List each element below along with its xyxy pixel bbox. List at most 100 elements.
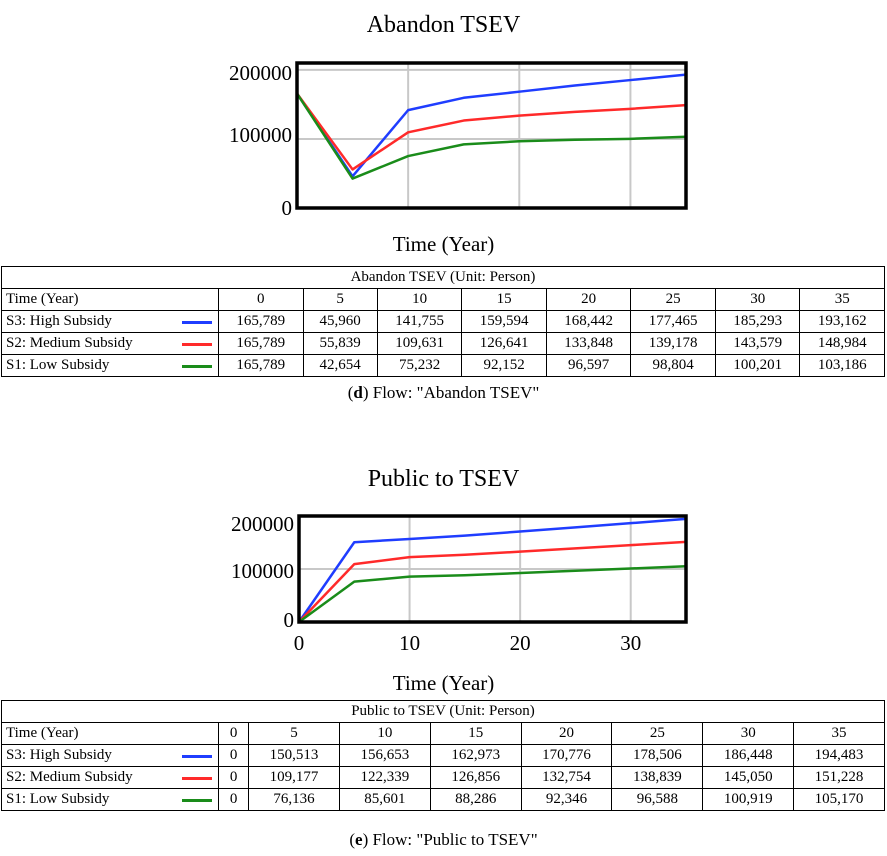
- plot-frame: [297, 514, 688, 624]
- header-time: 15: [429, 722, 522, 745]
- table-public-to-tsev: Public to TSEV (Unit: Person) Time (Year)…: [1, 700, 885, 811]
- table-cell: 126,641: [461, 332, 547, 355]
- table-cell: 88,286: [429, 788, 522, 811]
- table-cell: 194,483: [793, 744, 885, 767]
- series-line-1: [297, 517, 687, 623]
- chart-abandon-tsev: 200000 100000 0: [229, 61, 688, 220]
- y-tick-label: 0: [284, 608, 295, 632]
- table-cell: 170,776: [520, 744, 613, 767]
- plot-frame: [295, 61, 688, 210]
- header-time: 10: [376, 288, 463, 311]
- table-cell: 150,513: [248, 744, 340, 767]
- header-time: 25: [611, 722, 704, 745]
- table-row: S1: Low Subsidy 165,789 42,654 75,232 92,152…: [1, 354, 885, 377]
- table-cell: 126,856: [429, 766, 522, 789]
- table-cell: 0: [217, 788, 250, 811]
- table-cell: 96,588: [611, 788, 704, 811]
- legend-swatch: [182, 755, 212, 758]
- y-tick-label: 100000: [229, 123, 292, 147]
- table-cell: 96,597: [545, 354, 632, 377]
- legend-swatch: [182, 365, 212, 368]
- header-label: Time (Year): [1, 722, 219, 745]
- row-label: S2: Medium Subsidy: [1, 766, 219, 789]
- series-line-2: [295, 92, 687, 171]
- table-cell: 100,919: [702, 788, 795, 811]
- caption-e: (e) Flow: "Public to TSEV": [349, 830, 538, 849]
- series-line-3: [298, 565, 687, 624]
- caption-text: ) Flow: "Abandon TSEV": [362, 383, 540, 402]
- table-cell: 0: [217, 744, 250, 767]
- table-cell: 148,984: [799, 332, 885, 355]
- series-line-2: [298, 540, 687, 623]
- row-label: S1: Low Subsidy: [1, 354, 219, 377]
- row-label: S1: Low Subsidy: [1, 788, 219, 811]
- table-title: Public to TSEV (Unit: Person): [1, 700, 885, 723]
- caption-letter: d: [353, 383, 363, 402]
- x-axis-title-public: Time (Year): [392, 671, 495, 695]
- table-cell: 98,804: [630, 354, 716, 377]
- table-abandon-tsev: Abandon TSEV (Unit: Person) Time (Year) 0 5…: [1, 266, 885, 377]
- legend-swatch: [182, 321, 212, 324]
- x-tick-label: 10: [399, 631, 420, 655]
- x-tick-label: 20: [510, 631, 531, 655]
- table-title: Abandon TSEV (Unit: Person): [1, 266, 885, 289]
- caption-d: (d) Flow: "Abandon TSEV": [347, 383, 540, 402]
- header-time: 20: [520, 722, 613, 745]
- table-cell: 45,960: [302, 310, 378, 333]
- table-cell: 168,442: [545, 310, 632, 333]
- header-time: 10: [338, 722, 431, 745]
- table-cell: 178,506: [611, 744, 704, 767]
- table-cell: 92,152: [461, 354, 547, 377]
- legend-swatch: [182, 343, 212, 346]
- header-time: 30: [714, 288, 801, 311]
- table-cell: 138,839: [611, 766, 704, 789]
- caption-text: ) Flow: "Public to TSEV": [362, 830, 538, 849]
- header-time: 30: [702, 722, 795, 745]
- chart-title-public: Public to TSEV: [367, 466, 520, 492]
- row-label: S3: High Subsidy: [1, 744, 219, 767]
- table-cell: 0: [217, 766, 250, 789]
- chart-public-to-tsev: 200000 100000 00 10 20 30: [231, 512, 688, 655]
- chart-title-abandon: Abandon TSEV: [366, 12, 521, 38]
- table-row: S2: Medium Subsidy 0 109,177 122,339 126,856…: [1, 766, 885, 789]
- table-cell: 75,232: [376, 354, 463, 377]
- table-cell: 103,186: [799, 354, 885, 377]
- table-cell: 151,228: [793, 766, 885, 789]
- table-cell: 185,293: [714, 310, 801, 333]
- table-cell: 105,170: [793, 788, 885, 811]
- y-tick-label: 200000: [231, 512, 294, 536]
- table-cell: 165,789: [218, 332, 304, 355]
- table-cell: 186,448: [702, 744, 795, 767]
- header-time: 5: [248, 722, 340, 745]
- table-row: S1: Low Subsidy 0 76,136 85,601 88,286 92,346…: [1, 788, 885, 811]
- x-tick-label: 0: [294, 631, 305, 655]
- header-time: 35: [793, 722, 885, 745]
- x-tick-label: 30: [620, 631, 641, 655]
- table-cell: 122,339: [338, 766, 431, 789]
- table-cell: 156,653: [338, 744, 431, 767]
- table-cell: 141,755: [376, 310, 463, 333]
- table-cell: 100,201: [714, 354, 801, 377]
- y-tick-label: 100000: [231, 559, 294, 583]
- table-cell: 159,594: [461, 310, 547, 333]
- row-label: S3: High Subsidy: [1, 310, 219, 333]
- table-cell: 162,973: [429, 744, 522, 767]
- table-cell: 165,789: [218, 354, 304, 377]
- header-time: 0: [217, 722, 250, 745]
- table-cell: 85,601: [338, 788, 431, 811]
- legend-swatch: [182, 777, 212, 780]
- table-cell: 132,754: [520, 766, 613, 789]
- x-axis-title-abandon: Time (Year): [392, 232, 495, 256]
- caption-letter: e: [355, 830, 363, 849]
- table-cell: 165,789: [218, 310, 304, 333]
- table-cell: 76,136: [248, 788, 340, 811]
- y-tick-label: 0: [282, 196, 293, 220]
- y-tick-label: 200000: [229, 61, 292, 85]
- table-cell: 92,346: [520, 788, 613, 811]
- legend-swatch: [182, 799, 212, 802]
- series-line-3: [295, 92, 687, 180]
- table-cell: 109,177: [248, 766, 340, 789]
- table-cell: 145,050: [702, 766, 795, 789]
- series-line-1: [295, 73, 687, 178]
- table-row: S3: High Subsidy 0 150,513 156,653 162,973 17…: [1, 744, 885, 767]
